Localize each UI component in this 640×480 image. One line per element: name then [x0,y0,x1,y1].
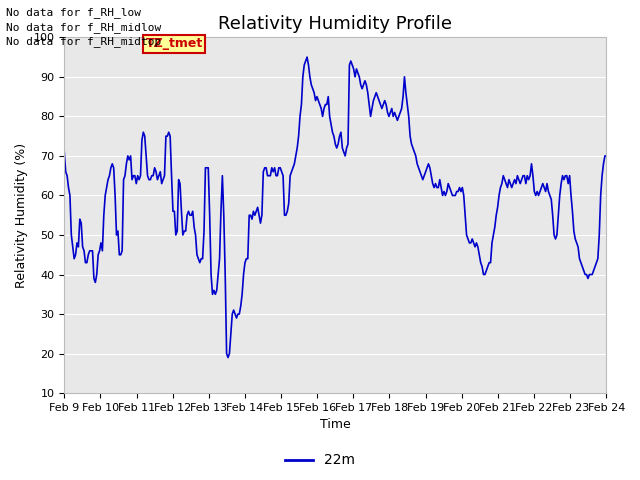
Text: No data for f_RH_midlow: No data for f_RH_midlow [6,22,162,33]
Text: No data for f_RH_low: No data for f_RH_low [6,7,141,18]
Y-axis label: Relativity Humidity (%): Relativity Humidity (%) [15,143,28,288]
Text: TZ_tmet: TZ_tmet [145,37,203,50]
Text: No data for f_RH_midtop: No data for f_RH_midtop [6,36,162,47]
Title: Relativity Humidity Profile: Relativity Humidity Profile [218,15,452,33]
Legend: 22m: 22m [280,448,360,473]
X-axis label: Time: Time [320,419,351,432]
